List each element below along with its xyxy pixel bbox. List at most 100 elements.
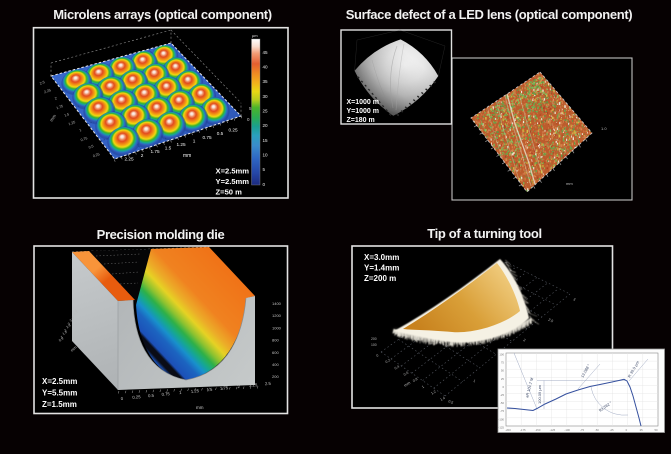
svg-text:0: 0 bbox=[502, 385, 504, 389]
svg-text:2: 2 bbox=[523, 338, 527, 342]
svg-text:-75: -75 bbox=[580, 428, 584, 432]
svg-text:50: 50 bbox=[654, 428, 658, 432]
svg-text:3: 3 bbox=[573, 297, 577, 301]
svg-text:Y=2.5mm: Y=2.5mm bbox=[216, 177, 250, 186]
svg-text:1400: 1400 bbox=[272, 301, 282, 306]
svg-text:4.5: 4.5 bbox=[72, 310, 78, 316]
svg-text:mm: mm bbox=[183, 153, 191, 159]
svg-text:100: 100 bbox=[499, 353, 504, 357]
svg-text:35: 35 bbox=[263, 79, 269, 84]
svg-text:1.25: 1.25 bbox=[176, 142, 186, 147]
svg-text:-75: -75 bbox=[500, 409, 504, 413]
svg-text:5: 5 bbox=[263, 167, 266, 172]
svg-text:Tip of a turning tool: Tip of a turning tool bbox=[427, 226, 541, 241]
svg-text:-175: -175 bbox=[520, 428, 526, 432]
svg-text:aR 104.7 M: aR 104.7 M bbox=[524, 377, 534, 398]
svg-text:Z=50 m: Z=50 m bbox=[216, 188, 243, 197]
svg-text:0.6: 0.6 bbox=[403, 371, 409, 377]
svg-text:0.25: 0.25 bbox=[132, 394, 141, 400]
svg-text:Z=180 m: Z=180 m bbox=[347, 117, 375, 124]
svg-text:0.2: 0.2 bbox=[385, 358, 391, 364]
svg-text:1.0: 1.0 bbox=[601, 126, 607, 131]
svg-text:1: 1 bbox=[193, 138, 196, 143]
svg-text:-125: -125 bbox=[498, 425, 504, 429]
svg-text:2: 2 bbox=[237, 384, 241, 389]
svg-text:200: 200 bbox=[371, 337, 377, 341]
svg-text:Z=1.5mm: Z=1.5mm bbox=[42, 400, 77, 409]
svg-text:20: 20 bbox=[263, 123, 269, 128]
svg-text:1.5: 1.5 bbox=[62, 330, 68, 336]
svg-text:-100: -100 bbox=[564, 428, 570, 432]
svg-text:15: 15 bbox=[263, 138, 269, 143]
svg-text:mm: mm bbox=[403, 380, 412, 388]
svg-text:0.5: 0.5 bbox=[148, 393, 155, 399]
svg-text:X=2.5mm: X=2.5mm bbox=[216, 167, 250, 176]
svg-text:mm: mm bbox=[69, 344, 78, 353]
svg-text:2.25: 2.25 bbox=[43, 88, 51, 94]
svg-text:4: 4 bbox=[71, 315, 75, 319]
svg-text:Surface defect of a LED lens (: Surface defect of a LED lens (optical co… bbox=[346, 7, 633, 22]
svg-text:3.5: 3.5 bbox=[69, 317, 75, 323]
svg-text:1.75: 1.75 bbox=[150, 149, 160, 154]
svg-text:Microlens arrays (optical comp: Microlens arrays (optical component) bbox=[53, 7, 272, 22]
svg-text:1000: 1000 bbox=[272, 325, 282, 330]
svg-text:1.2: 1.2 bbox=[430, 390, 436, 396]
svg-text:1.4: 1.4 bbox=[440, 396, 446, 402]
svg-text:400: 400 bbox=[272, 362, 279, 367]
svg-text:X=1000 m: X=1000 m bbox=[347, 99, 380, 106]
svg-text:2.25: 2.25 bbox=[124, 156, 134, 161]
svg-text:-200: -200 bbox=[505, 428, 511, 432]
svg-text:50: 50 bbox=[501, 369, 505, 373]
svg-text:2: 2 bbox=[63, 328, 67, 332]
svg-text:1200: 1200 bbox=[272, 313, 282, 318]
svg-text:0.4: 0.4 bbox=[394, 365, 400, 371]
svg-text:-25: -25 bbox=[500, 393, 504, 397]
svg-text:0: 0 bbox=[247, 117, 250, 122]
svg-text:1: 1 bbox=[60, 335, 64, 339]
svg-text:0.75: 0.75 bbox=[161, 391, 170, 397]
svg-text:1.25: 1.25 bbox=[191, 388, 200, 394]
svg-text:0.5: 0.5 bbox=[58, 336, 64, 342]
svg-text:Y=5.5mm: Y=5.5mm bbox=[42, 389, 77, 398]
svg-text:3: 3 bbox=[67, 322, 71, 326]
svg-text:µm: µm bbox=[252, 33, 258, 38]
svg-text:0.75: 0.75 bbox=[202, 135, 212, 140]
svg-text:0: 0 bbox=[376, 353, 380, 357]
svg-text:-50: -50 bbox=[500, 401, 504, 405]
svg-text:1.5: 1.5 bbox=[165, 146, 172, 151]
svg-text:0.25: 0.25 bbox=[92, 152, 100, 158]
svg-text:10: 10 bbox=[263, 153, 269, 158]
svg-text:1: 1 bbox=[179, 390, 183, 395]
svg-text:-100: -100 bbox=[498, 417, 504, 421]
svg-text:25: 25 bbox=[640, 428, 644, 432]
svg-text:X=2.5mm: X=2.5mm bbox=[42, 377, 77, 386]
svg-text:100.09 µm: 100.09 µm bbox=[537, 384, 542, 404]
svg-text:2: 2 bbox=[54, 96, 57, 100]
svg-text:mm: mm bbox=[196, 405, 204, 410]
svg-text:-150: -150 bbox=[535, 428, 541, 432]
svg-text:-125: -125 bbox=[550, 428, 556, 432]
svg-text:0.25: 0.25 bbox=[228, 128, 238, 133]
svg-text:0.5: 0.5 bbox=[217, 131, 224, 136]
svg-text:mm: mm bbox=[49, 113, 58, 122]
svg-text:2: 2 bbox=[141, 153, 144, 158]
svg-text:25: 25 bbox=[263, 109, 269, 114]
svg-text:45: 45 bbox=[263, 50, 269, 55]
svg-text:2.5: 2.5 bbox=[548, 318, 554, 324]
svg-text:2.5: 2.5 bbox=[65, 323, 71, 329]
svg-text:0: 0 bbox=[263, 182, 266, 187]
svg-text:0.5: 0.5 bbox=[88, 144, 94, 149]
svg-text:1.75: 1.75 bbox=[56, 104, 64, 110]
svg-text:75: 75 bbox=[501, 361, 505, 365]
svg-text:5: 5 bbox=[74, 308, 78, 312]
svg-text:Y=1000 m: Y=1000 m bbox=[347, 108, 380, 115]
svg-text:0: 0 bbox=[626, 428, 628, 432]
svg-text:200: 200 bbox=[272, 374, 279, 379]
svg-text:0.75: 0.75 bbox=[80, 136, 88, 142]
svg-text:1: 1 bbox=[79, 128, 82, 132]
svg-text:0.8: 0.8 bbox=[412, 377, 418, 383]
svg-text:0: 0 bbox=[120, 396, 124, 401]
svg-text:2.5: 2.5 bbox=[39, 80, 45, 85]
svg-text:1.5: 1.5 bbox=[64, 112, 70, 117]
svg-text:800: 800 bbox=[272, 338, 279, 343]
